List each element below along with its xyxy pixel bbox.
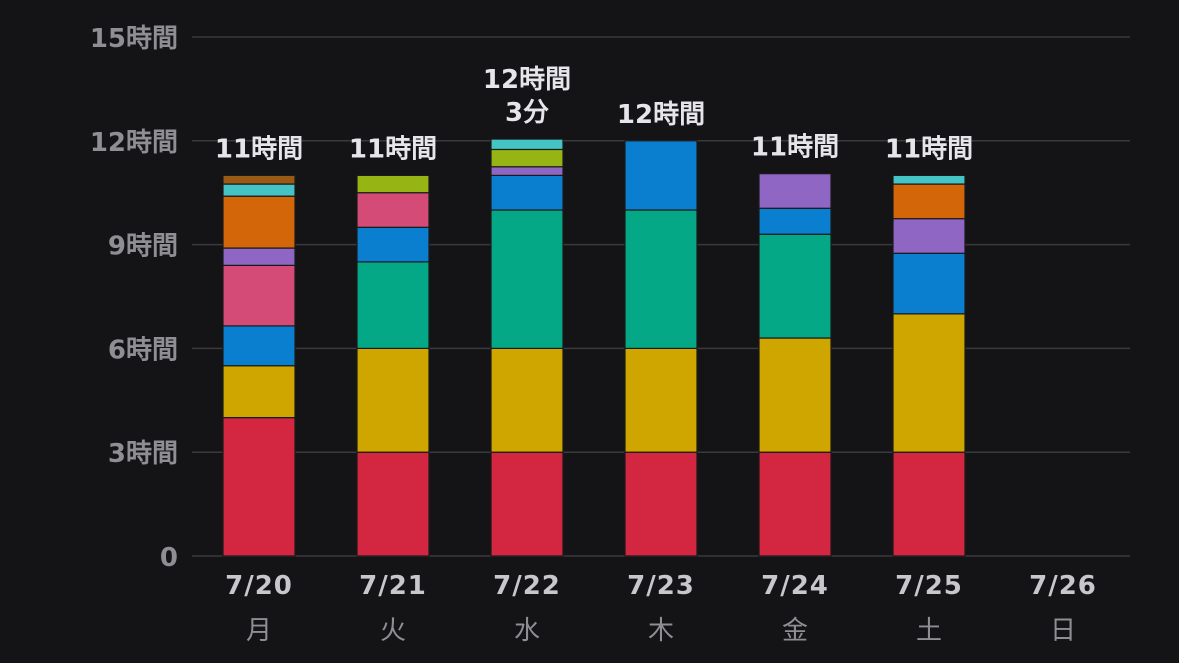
bar-segment <box>892 183 966 220</box>
bar-segment <box>356 261 430 349</box>
bar-segment <box>222 325 296 367</box>
x-weekday-label: 日 <box>1050 616 1076 646</box>
bar-segment <box>222 174 296 185</box>
bar-total-label: 11時間 <box>349 134 437 164</box>
bar-segment <box>892 451 966 557</box>
bar-segment <box>758 207 832 235</box>
bar-segment <box>222 365 296 419</box>
x-weekday-label: 木 <box>648 616 674 646</box>
x-date-label: 7/25 <box>895 571 963 601</box>
bar-segment <box>624 209 698 349</box>
bar-segment <box>758 233 832 339</box>
bar-segment <box>490 451 564 557</box>
bar-segment <box>624 451 698 557</box>
bar-segment <box>892 218 966 254</box>
bar-segment <box>222 264 296 327</box>
bar-segment <box>222 417 296 557</box>
bar-segment <box>758 173 832 209</box>
x-date-label: 7/22 <box>493 571 561 601</box>
x-weekday-label: 水 <box>514 616 540 646</box>
y-tick-label: 9時間 <box>108 232 178 262</box>
x-weekday-label: 月 <box>246 616 272 646</box>
bar-segment <box>356 192 430 228</box>
bar-segment <box>892 252 966 315</box>
bar-segment <box>490 166 564 176</box>
bar-segment <box>356 451 430 557</box>
bar-segment <box>758 337 832 453</box>
bar-segment <box>624 140 698 211</box>
y-tick-label: 6時間 <box>108 335 178 365</box>
bar-segment <box>490 209 564 349</box>
bar-segment <box>892 313 966 453</box>
bar-segment <box>490 347 564 453</box>
x-date-label: 7/20 <box>225 571 293 601</box>
x-weekday-label: 火 <box>380 616 406 646</box>
bar-segment <box>624 347 698 453</box>
x-weekday-label: 土 <box>916 616 942 646</box>
bar-total-label: 11時間 <box>751 133 839 163</box>
x-weekday-label: 金 <box>782 616 808 646</box>
y-tick-label: 15時間 <box>90 24 178 54</box>
y-tick-label: 3時間 <box>108 439 178 469</box>
bar-segment <box>490 174 564 211</box>
x-date-label: 7/26 <box>1029 571 1097 601</box>
x-date-label: 7/23 <box>627 571 695 601</box>
bar-total-label: 3分 <box>505 98 549 128</box>
bar-segment <box>356 174 430 194</box>
bar-segment <box>490 148 564 168</box>
y-tick-label: 12時間 <box>90 128 178 158</box>
bar-segment <box>222 183 296 197</box>
bar-segment <box>758 451 832 557</box>
bar-segment <box>356 226 430 263</box>
bar-total-label: 11時間 <box>885 134 973 164</box>
bar-total-label: 11時間 <box>215 134 303 164</box>
y-tick-label: 0 <box>160 543 178 573</box>
bar-segment <box>892 174 966 185</box>
bar-total-label: 12時間 <box>617 100 705 130</box>
x-date-label: 7/21 <box>359 571 427 601</box>
bar-segment <box>490 138 564 151</box>
bar-segment <box>356 347 430 453</box>
bar-segment <box>222 247 296 266</box>
bar-segment <box>222 195 296 249</box>
bar-total-label: 12時間 <box>483 65 571 95</box>
x-date-label: 7/24 <box>761 571 829 601</box>
